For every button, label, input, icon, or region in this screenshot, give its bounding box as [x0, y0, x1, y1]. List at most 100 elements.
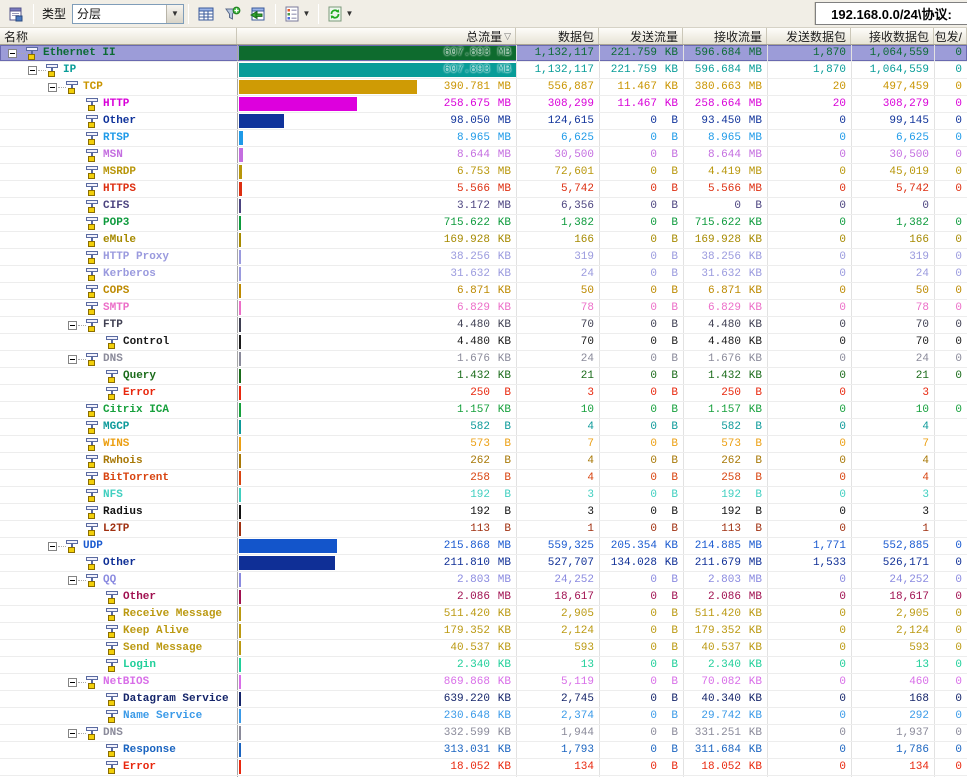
tree-row-rtsp[interactable]: RTSP 8.965 MB 6,625 0 B 8.965 MB 0 6,625 0: [0, 130, 967, 147]
tree-collapse-toggle[interactable]: [48, 542, 57, 551]
tree-row-nfs[interactable]: NFS 192 B 3 0 B 192 B 0 3: [0, 487, 967, 504]
cell-value: 0: [839, 472, 846, 484]
tree-row-control[interactable]: Control 4.480 KB 70 0 B 4.480 KB 0 70 0: [0, 334, 967, 351]
protocol-node-icon: [105, 370, 120, 383]
cell-value: 10: [915, 404, 929, 416]
tree-collapse-toggle[interactable]: [8, 49, 17, 58]
chevron-down-icon[interactable]: ▼: [166, 4, 184, 23]
cell-value: 319: [909, 251, 929, 263]
tree-row-msrdp[interactable]: MSRDP 6.753 MB 72,601 0 B 4.419 MB 0 45,019 0: [0, 164, 967, 181]
tree-row-citrix-ica[interactable]: Citrix ICA 1.157 KB 10 0 B 1.157 KB 0 10 0: [0, 402, 967, 419]
column-header-packet-send-rate[interactable]: 包发/: [934, 28, 967, 44]
tree-collapse-toggle[interactable]: [68, 729, 77, 738]
tree-collapse-toggle[interactable]: [68, 355, 77, 364]
tree-row-other[interactable]: Other 211.810 MB 527,707 134.028 KB 211.679 MB 1…: [0, 555, 967, 572]
column-header-total-traffic[interactable]: 总流量 ▽: [237, 28, 516, 44]
tree-collapse-toggle[interactable]: [68, 321, 77, 330]
tree-row-tcp[interactable]: TCP 390.781 MB 556,887 11.467 KB 380.663 MB 20 49…: [0, 79, 967, 96]
tree-row-kerberos[interactable]: Kerberos 31.632 KB 24 0 B 31.632 KB 0 24 0: [0, 266, 967, 283]
add-filter-button[interactable]: [219, 2, 245, 26]
make-filter-button[interactable]: [245, 2, 271, 26]
tree-collapse-toggle[interactable]: [28, 66, 37, 75]
tree-row-http-proxy[interactable]: HTTP Proxy 38.256 KB 319 0 B 38.256 KB 0 319 0: [0, 249, 967, 266]
tree-row-send-message[interactable]: Send Message 40.537 KB 593 0 B 40.537 KB 0 593 0: [0, 640, 967, 657]
tree-row-msn[interactable]: MSN 8.644 MB 30,500 0 B 8.644 MB 0 30,500 0: [0, 147, 967, 164]
column-header-sent-traffic[interactable]: 发送流量: [599, 28, 683, 44]
tree-row-emule[interactable]: eMule 169.928 KB 166 0 B 169.928 KB 0 166 0: [0, 232, 967, 249]
cell-value: 6.753 MB: [456, 166, 511, 178]
cell-value: 7: [922, 438, 929, 450]
tree-row-datagram-service[interactable]: Datagram Service 639.220 KB 2,745 0 B 40.340 KB…: [0, 691, 967, 708]
tree-row-keep-alive[interactable]: Keep Alive 179.352 KB 2,124 0 B 179.352 KB 0 2,12…: [0, 623, 967, 640]
cell-value: 0: [955, 557, 962, 569]
tree-row-error[interactable]: Error 18.052 KB 134 0 B 18.052 KB 0 134 0: [0, 759, 967, 776]
tree-row-mgcp[interactable]: MGCP 582 B 4 0 B 582 B 0 4: [0, 419, 967, 436]
refresh-button[interactable]: ▼: [323, 2, 357, 26]
tree-row-other[interactable]: Other 98.050 MB 124,615 0 B 93.450 MB 0 99,145 0: [0, 113, 967, 130]
tree-row-dns[interactable]: DNS 332.599 KB 1,944 0 B 331.251 KB 0 1,937 0: [0, 725, 967, 742]
received-packets-cell: 13: [851, 657, 934, 673]
tree-row-http[interactable]: HTTP 258.675 MB 308,299 11.467 KB 258.664 MB 20 3…: [0, 96, 967, 113]
column-header-packets[interactable]: 数据包: [516, 28, 599, 44]
tree-row-l2tp[interactable]: L2TP 113 B 1 0 B 113 B 0 1: [0, 521, 967, 538]
tree-row-query[interactable]: Query 1.432 KB 21 0 B 1.432 KB 0 21 0: [0, 368, 967, 385]
tree-row-cops[interactable]: COPS 6.871 KB 50 0 B 6.871 KB 0 50 0: [0, 283, 967, 300]
cell-value: 4: [587, 455, 594, 467]
sent-packets-cell: 0: [767, 385, 851, 401]
tree-row-wins[interactable]: WINS 573 B 7 0 B 573 B 0 7: [0, 436, 967, 453]
tree-row-cifs[interactable]: CIFS 3.172 MB 6,356 0 B 0 B 0 0: [0, 198, 967, 215]
tree-collapse-toggle[interactable]: [68, 576, 77, 585]
sent-packets-cell: 0: [767, 130, 851, 146]
tree-row-pop3[interactable]: POP3 715.622 KB 1,382 0 B 715.622 KB 0 1,382 0: [0, 215, 967, 232]
tree-row-smtp[interactable]: SMTP 6.829 KB 78 0 B 6.829 KB 0 78 0: [0, 300, 967, 317]
cell-value: 869.868 KB: [443, 676, 511, 688]
total-traffic-cell: 40.537 KB: [237, 640, 516, 656]
cell-value: 221.759 KB: [610, 47, 678, 59]
tree-row-ethernet-ii[interactable]: Ethernet II 607.893 MB 1,132,117 221.759 KB 59…: [0, 45, 967, 62]
received-traffic-cell: 1.432 KB: [683, 368, 767, 384]
type-dropdown[interactable]: 分层 ▼: [72, 3, 185, 24]
tree-row-radius[interactable]: Radius 192 B 3 0 B 192 B 0 3: [0, 504, 967, 521]
cell-value: 593: [574, 642, 594, 654]
tree-row-response[interactable]: Response 313.031 KB 1,793 0 B 311.684 KB 0 1,786 0: [0, 742, 967, 759]
tree-row-rwhois[interactable]: Rwhois 262 B 4 0 B 262 B 0 4: [0, 453, 967, 470]
cell-value: 134.028 KB: [610, 557, 678, 569]
tree-collapse-toggle[interactable]: [68, 678, 77, 687]
traffic-bar: [239, 420, 241, 434]
received-traffic-cell: 40.537 KB: [683, 640, 767, 656]
tree-row-bittorrent[interactable]: BitTorrent 258 B 4 0 B 258 B 0 4: [0, 470, 967, 487]
tree-row-udp[interactable]: UDP 215.868 MB 559,325 205.354 KB 214.885 MB 1,7…: [0, 538, 967, 555]
cell-value: 2,374: [560, 710, 594, 722]
cell-value: 0: [955, 642, 962, 654]
column-header-sent-packets[interactable]: 发送数据包: [767, 28, 851, 44]
tree-row-ip[interactable]: IP 607.893 MB 1,132,117 221.759 KB 596.684 MB 1,…: [0, 62, 967, 79]
tree-collapse-toggle[interactable]: [48, 83, 57, 92]
received-traffic-cell: 6.829 KB: [683, 300, 767, 316]
cell-value: 38.256 KB: [450, 251, 511, 263]
display-options-button[interactable]: ▼: [280, 2, 314, 26]
protocol-node-icon: [85, 200, 100, 213]
column-header-received-traffic[interactable]: 接收流量: [683, 28, 767, 44]
tree-row-other[interactable]: Other 2.086 MB 18,617 0 B 2.086 MB 0 18,617 0: [0, 589, 967, 606]
tree-row-name-service[interactable]: Name Service 230.648 KB 2,374 0 B 29.742 KB 0 292…: [0, 708, 967, 725]
table-view-button[interactable]: [193, 2, 219, 26]
sent-packets-cell: 0: [767, 147, 851, 163]
packet-send-rate-cell: 0: [934, 657, 967, 673]
tree-row-error[interactable]: Error 250 B 3 0 B 250 B 0 3: [0, 385, 967, 402]
tree-row-receive-message[interactable]: Receive Message 511.420 KB 2,905 0 B 511.420 KB…: [0, 606, 967, 623]
protocol-node-icon: [65, 540, 80, 553]
save-button[interactable]: [3, 2, 29, 26]
tree-row-qq[interactable]: QQ 2.803 MB 24,252 0 B 2.803 MB 0 24,252 0: [0, 572, 967, 589]
tree-row-https[interactable]: HTTPS 5.566 MB 5,742 0 B 5.566 MB 0 5,742 0: [0, 181, 967, 198]
cell-value: 179.352 KB: [443, 625, 511, 637]
cell-value: 0: [839, 591, 846, 603]
tree-row-dns[interactable]: DNS 1.676 KB 24 0 B 1.676 KB 0 24 0: [0, 351, 967, 368]
column-header-received-packets[interactable]: 接收数据包: [851, 28, 934, 44]
column-header-name[interactable]: 名称: [0, 28, 237, 44]
tree-row-login[interactable]: Login 2.340 KB 13 0 B 2.340 KB 0 13 0: [0, 657, 967, 674]
protocol-name-cell: POP3: [0, 215, 237, 231]
protocol-name-cell: Control: [0, 334, 237, 350]
tree-row-netbios[interactable]: NetBIOS 869.868 KB 5,119 0 B 70.082 KB 0 460 0: [0, 674, 967, 691]
tree-row-ftp[interactable]: FTP 4.480 KB 70 0 B 4.480 KB 0 70 0: [0, 317, 967, 334]
